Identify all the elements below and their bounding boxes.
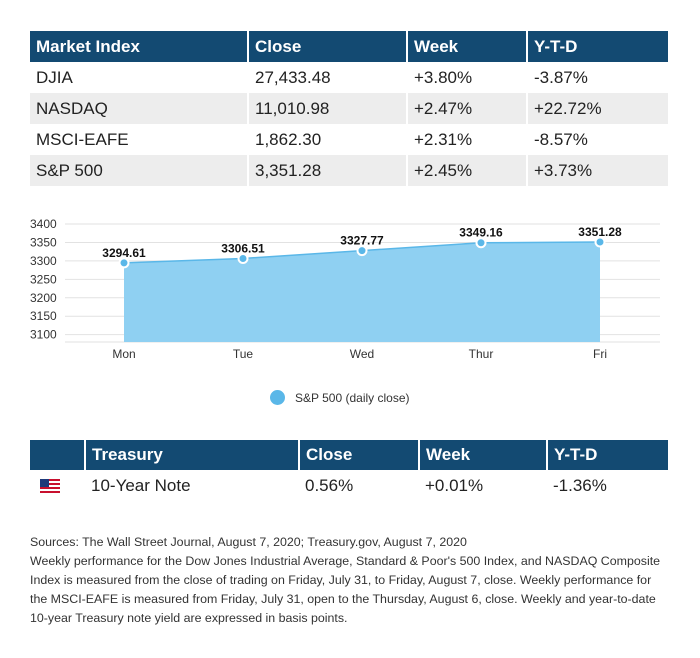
x-tick-label: Thur bbox=[469, 347, 494, 361]
y-tick-label: 3200 bbox=[30, 291, 57, 305]
header-week: Week bbox=[407, 31, 528, 62]
index-close: 27,433.48 bbox=[248, 62, 408, 93]
data-label: 3351.28 bbox=[578, 225, 622, 239]
index-name: MSCI-EAFE bbox=[30, 124, 249, 155]
header-ytd: Y-T-D bbox=[547, 440, 668, 470]
series-area bbox=[124, 241, 600, 342]
sp500-area-chart: 3100 3150 3200 3250 3300 3350 3400 3294.61 3306.… bbox=[30, 217, 660, 361]
x-tick-label: Fri bbox=[593, 347, 607, 361]
header-ytd: Y-T-D bbox=[527, 31, 668, 62]
treasury-name: 10-Year Note bbox=[91, 476, 191, 495]
index-close: 1,862.30 bbox=[248, 124, 408, 155]
treasury-week: +0.01% bbox=[425, 476, 484, 495]
y-tick-label: 3350 bbox=[30, 235, 57, 249]
legend-label: S&P 500 (daily close) bbox=[295, 390, 410, 405]
treasury-table: Treasury Close Week Y-T-D 10-Year Note 0… bbox=[30, 440, 668, 502]
data-point bbox=[356, 245, 368, 257]
data-point bbox=[237, 252, 249, 264]
x-tick-label: Tue bbox=[233, 347, 254, 361]
data-label: 3327.77 bbox=[340, 234, 384, 248]
sources-note: Sources: The Wall Street Journal, August… bbox=[30, 535, 467, 549]
table-row: 10-Year Note 0.56% +0.01% -1.36% bbox=[30, 470, 668, 502]
header-close: Close bbox=[299, 440, 420, 470]
data-point bbox=[594, 236, 606, 248]
index-ytd: -3.87% bbox=[534, 67, 588, 87]
index-week: +2.45% bbox=[407, 155, 528, 186]
data-label: 3294.61 bbox=[102, 246, 146, 260]
index-name: NASDAQ bbox=[30, 93, 249, 124]
index-week: +3.80% bbox=[407, 62, 528, 93]
index-ytd: +3.73% bbox=[527, 155, 668, 186]
data-point bbox=[118, 257, 130, 269]
header-close: Close bbox=[248, 31, 408, 62]
x-tick-label: Mon bbox=[112, 347, 135, 361]
x-tick-label: Wed bbox=[350, 347, 374, 361]
y-tick-label: 3300 bbox=[30, 254, 57, 268]
header-week: Week bbox=[419, 440, 548, 470]
data-label: 3349.16 bbox=[459, 226, 503, 240]
table-row: MSCI-EAFE 1,862.30 +2.31% -8.57% bbox=[30, 124, 668, 155]
y-tick-label: 3250 bbox=[30, 272, 57, 286]
index-ytd: +22.72% bbox=[527, 93, 668, 124]
legend-marker bbox=[270, 390, 285, 405]
us-flag-icon bbox=[40, 479, 60, 493]
index-week: +2.47% bbox=[407, 93, 528, 124]
treasury-header-row: Treasury Close Week Y-T-D bbox=[30, 440, 668, 470]
y-tick-label: 3400 bbox=[30, 217, 57, 231]
chart-legend: S&P 500 (daily close) bbox=[270, 390, 410, 405]
index-ytd: -8.57% bbox=[534, 129, 588, 149]
table-row: DJIA 27,433.48 +3.80% -3.87% bbox=[30, 62, 668, 93]
market-index-table: Market Index Close Week Y-T-D DJIA 27,43… bbox=[30, 31, 668, 186]
table-row: NASDAQ 11,010.98 +2.47% +22.72% bbox=[30, 93, 668, 124]
treasury-close: 0.56% bbox=[305, 476, 354, 495]
index-close: 3,351.28 bbox=[248, 155, 408, 186]
index-week: +2.31% bbox=[407, 124, 528, 155]
index-name: S&P 500 bbox=[30, 155, 249, 186]
flag-cell bbox=[30, 470, 85, 502]
index-name: DJIA bbox=[30, 62, 249, 93]
market-table-header-row: Market Index Close Week Y-T-D bbox=[30, 31, 668, 62]
data-label: 3306.51 bbox=[221, 241, 265, 255]
treasury-ytd: -1.36% bbox=[553, 476, 607, 495]
header-market-index: Market Index bbox=[30, 31, 249, 62]
table-row: S&P 500 3,351.28 +2.45% +3.73% bbox=[30, 155, 668, 186]
index-close: 11,010.98 bbox=[248, 93, 408, 124]
header-flag-blank bbox=[30, 440, 86, 470]
methodology-note: Weekly performance for the Dow Jones Ind… bbox=[30, 554, 661, 625]
y-tick-label: 3100 bbox=[30, 328, 57, 342]
footnotes: Sources: The Wall Street Journal, August… bbox=[30, 533, 670, 628]
data-point bbox=[475, 237, 487, 249]
y-tick-label: 3150 bbox=[30, 309, 57, 323]
header-treasury: Treasury bbox=[85, 440, 300, 470]
